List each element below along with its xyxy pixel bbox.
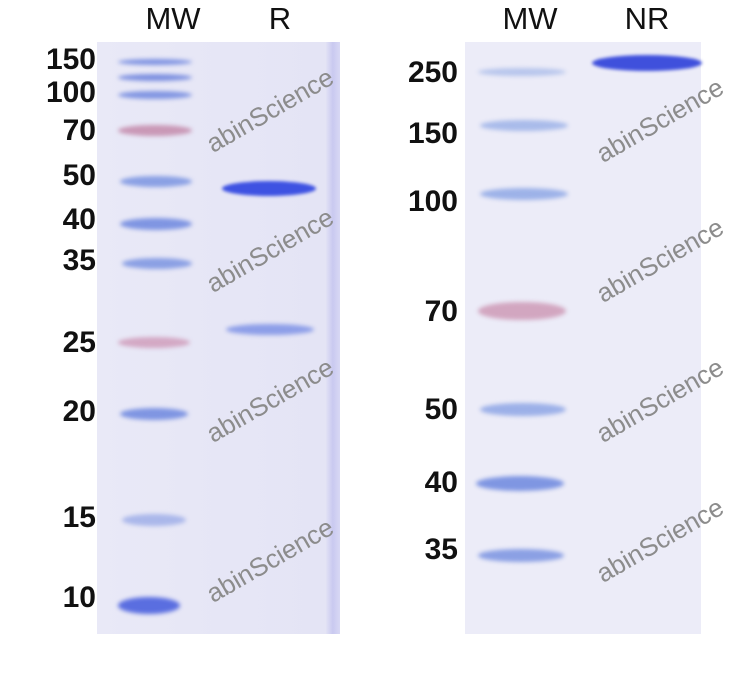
marker-label-35: 35 bbox=[62, 244, 96, 277]
marker-band-25 bbox=[118, 337, 190, 348]
marker-band-100-right bbox=[480, 188, 568, 200]
sample-band-r-heavy-chain bbox=[222, 181, 316, 196]
marker-label-150-right: 150 bbox=[407, 117, 458, 150]
marker-band-50-right bbox=[480, 403, 566, 416]
marker-label-40: 40 bbox=[62, 203, 96, 236]
marker-label-50-right: 50 bbox=[424, 393, 458, 426]
marker-band-20 bbox=[120, 408, 188, 420]
marker-label-35-right: 35 bbox=[424, 533, 458, 566]
lane-header-r: R bbox=[268, 1, 292, 36]
lane-header-mw-left: MW bbox=[145, 1, 201, 36]
marker-band-15 bbox=[122, 514, 186, 526]
marker-label-15: 15 bbox=[62, 501, 96, 534]
marker-label-70: 70 bbox=[62, 114, 96, 147]
marker-band-40-right bbox=[476, 476, 564, 491]
sample-band-r-light-chain bbox=[226, 324, 314, 335]
marker-band-40 bbox=[120, 218, 192, 230]
marker-label-40-right: 40 bbox=[424, 466, 458, 499]
marker-band-50 bbox=[120, 176, 192, 187]
gel-non-reducing bbox=[465, 42, 701, 634]
lane-header-mw-right: MW bbox=[502, 1, 558, 36]
marker-label-25: 25 bbox=[62, 326, 96, 359]
marker-label-20: 20 bbox=[62, 395, 96, 428]
marker-band-10 bbox=[118, 597, 180, 614]
marker-label-100-right: 100 bbox=[407, 185, 458, 218]
marker-band-35 bbox=[122, 258, 192, 269]
sample-band-nr-intact-igg bbox=[592, 55, 702, 71]
marker-band-70 bbox=[118, 125, 192, 136]
marker-band-150 bbox=[118, 59, 192, 65]
marker-band-70-right bbox=[478, 302, 566, 320]
marker-label-10: 10 bbox=[62, 581, 96, 614]
marker-label-100: 100 bbox=[45, 76, 96, 109]
marker-band-100b bbox=[118, 91, 192, 99]
marker-band-150-right bbox=[480, 120, 568, 131]
marker-label-70-right: 70 bbox=[424, 295, 458, 328]
lane-header-nr: NR bbox=[624, 1, 670, 36]
marker-band-100 bbox=[118, 74, 192, 81]
marker-label-250: 250 bbox=[407, 56, 458, 89]
marker-label-50: 50 bbox=[62, 159, 96, 192]
marker-label-150: 150 bbox=[45, 43, 96, 76]
marker-band-35-right bbox=[478, 549, 564, 562]
marker-band-250 bbox=[478, 68, 566, 76]
